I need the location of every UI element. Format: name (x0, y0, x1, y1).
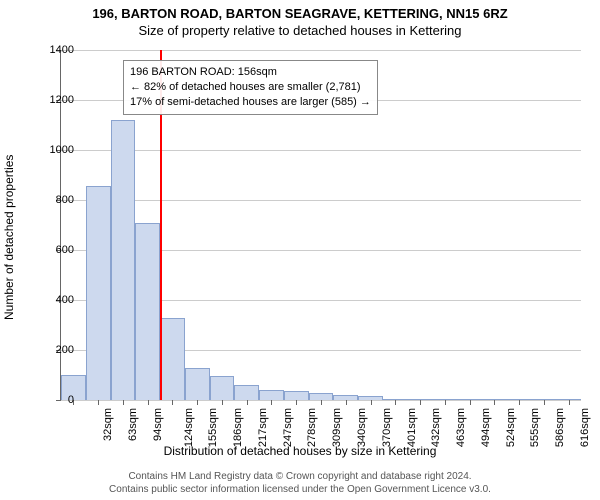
histogram-bar (135, 223, 160, 401)
x-tick-label: 370sqm (381, 408, 393, 447)
gridline (61, 150, 581, 151)
chart-area: 196 BARTON ROAD: 156sqm← 82% of detached… (60, 50, 580, 400)
y-tick-label: 1000 (50, 144, 74, 156)
x-tick-label: 586sqm (554, 408, 566, 447)
x-tick-mark (222, 400, 223, 405)
x-tick-mark (98, 400, 99, 405)
attribution-line: Contains public sector information licen… (0, 483, 600, 496)
x-tick-mark (247, 400, 248, 405)
histogram-bar (111, 120, 136, 400)
x-tick-mark (346, 400, 347, 405)
info-box-line: ← 82% of detached houses are smaller (2,… (130, 80, 371, 95)
x-tick-label: 63sqm (127, 408, 139, 441)
y-tick-label: 1400 (50, 44, 74, 56)
x-tick-label: 247sqm (282, 408, 294, 447)
x-tick-mark (321, 400, 322, 405)
plot-area: 196 BARTON ROAD: 156sqm← 82% of detached… (60, 50, 581, 401)
x-tick-mark (197, 400, 198, 405)
histogram-bar (185, 368, 210, 401)
x-tick-mark (445, 400, 446, 405)
attribution-line: Contains HM Land Registry data © Crown c… (0, 470, 600, 483)
x-tick-mark (395, 400, 396, 405)
gridline (61, 200, 581, 201)
x-tick-mark (172, 400, 173, 405)
x-tick-label: 340sqm (356, 408, 368, 447)
histogram-bar (234, 385, 259, 400)
x-tick-label: 555sqm (529, 408, 541, 447)
page-subtitle: Size of property relative to detached ho… (0, 21, 600, 38)
x-tick-label: 432sqm (430, 408, 442, 447)
x-tick-mark (544, 400, 545, 405)
x-tick-label: 278sqm (307, 408, 319, 447)
info-box-line: 196 BARTON ROAD: 156sqm (130, 65, 371, 80)
histogram-bar (210, 376, 235, 400)
x-tick-mark (296, 400, 297, 405)
x-tick-label: 186sqm (232, 408, 244, 447)
x-tick-label: 32sqm (102, 408, 114, 441)
y-tick-label: 200 (56, 344, 74, 356)
x-tick-label: 309sqm (331, 408, 343, 447)
histogram-bar (259, 390, 284, 400)
x-tick-mark (470, 400, 471, 405)
info-box: 196 BARTON ROAD: 156sqm← 82% of detached… (123, 60, 378, 115)
y-axis-label: Number of detached properties (2, 155, 16, 320)
y-tick-label: 1200 (50, 94, 74, 106)
attribution: Contains HM Land Registry data © Crown c… (0, 470, 600, 496)
x-tick-mark (371, 400, 372, 405)
x-tick-mark (148, 400, 149, 405)
y-tick-label: 400 (56, 294, 74, 306)
x-tick-label: 401sqm (406, 408, 418, 447)
histogram-bar (284, 391, 309, 400)
x-tick-label: 124sqm (183, 408, 195, 447)
y-tick-mark (56, 400, 61, 401)
x-tick-label: 463sqm (455, 408, 467, 447)
y-tick-label: 600 (56, 244, 74, 256)
x-tick-label: 494sqm (480, 408, 492, 447)
x-tick-label: 524sqm (505, 408, 517, 447)
x-tick-label: 616sqm (579, 408, 591, 447)
histogram-bar (309, 393, 334, 401)
y-tick-label: 0 (68, 394, 74, 406)
x-tick-label: 155sqm (208, 408, 220, 447)
x-tick-mark (494, 400, 495, 405)
x-tick-label: 94sqm (152, 408, 164, 441)
y-tick-label: 800 (56, 194, 74, 206)
x-tick-label: 217sqm (257, 408, 269, 447)
x-tick-mark (569, 400, 570, 405)
histogram-bar (86, 186, 111, 400)
x-tick-mark (271, 400, 272, 405)
page-title: 196, BARTON ROAD, BARTON SEAGRAVE, KETTE… (0, 0, 600, 21)
x-tick-mark (519, 400, 520, 405)
gridline (61, 50, 581, 51)
info-box-line: 17% of semi-detached houses are larger (… (130, 95, 371, 110)
x-tick-mark (123, 400, 124, 405)
x-tick-mark (420, 400, 421, 405)
histogram-bar (160, 318, 185, 401)
